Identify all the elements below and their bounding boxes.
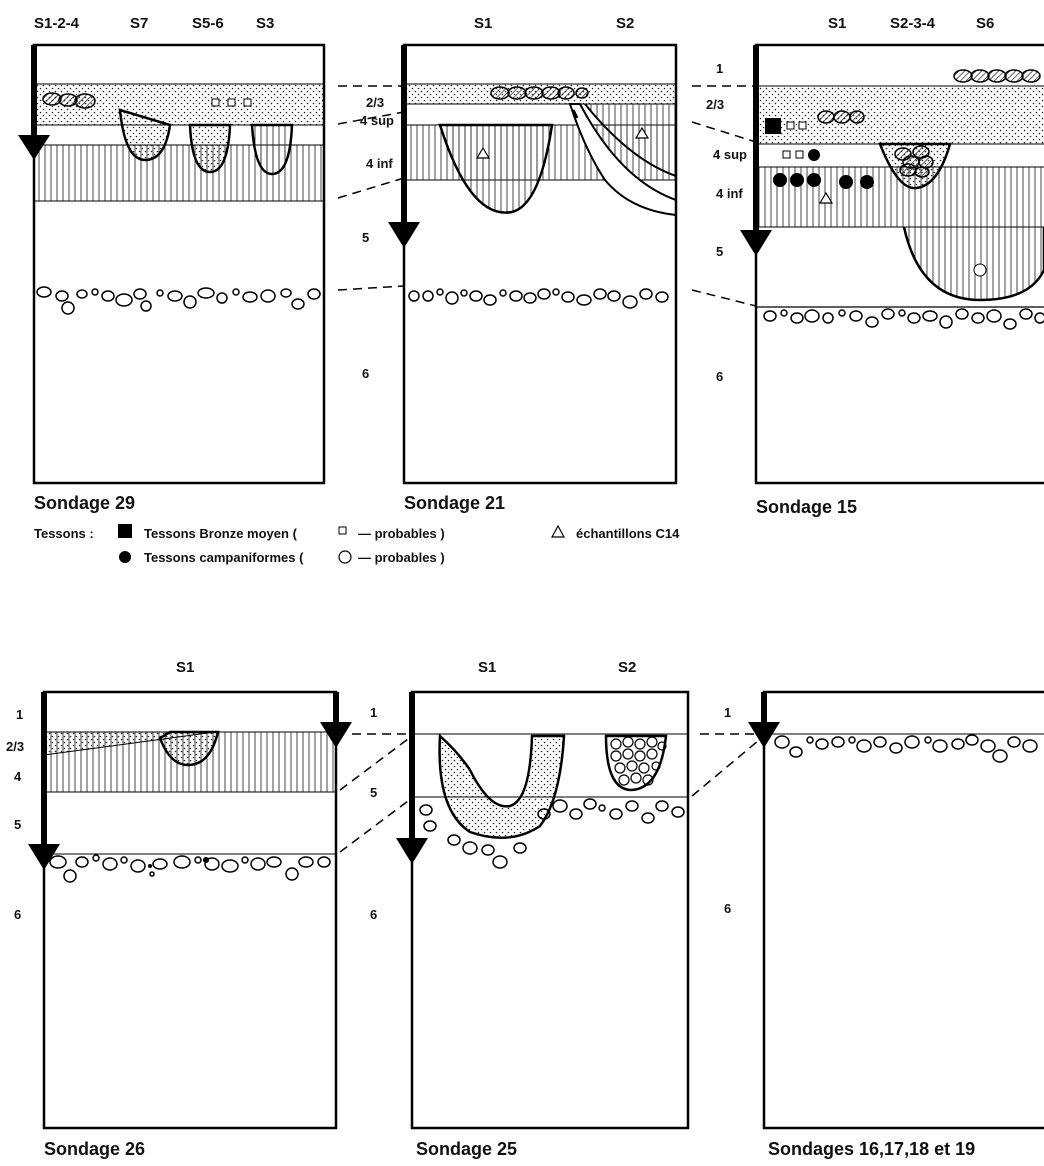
pit-s7 xyxy=(118,108,172,162)
down-arrow-icon xyxy=(18,135,50,160)
layer-label: 6 xyxy=(716,369,724,384)
gravel-layer xyxy=(49,854,331,883)
column-label: S2 xyxy=(618,659,637,676)
layer-label: 5 xyxy=(14,817,22,832)
bronze-sherd-marker xyxy=(765,118,781,134)
probable-bronze-marker xyxy=(211,98,220,107)
column-label: S5-6 xyxy=(192,15,224,32)
layer-label: 4 xyxy=(14,769,22,784)
bell-beaker-sherd-marker xyxy=(808,149,820,161)
column-label: S1 xyxy=(176,659,195,676)
pit-s1 xyxy=(158,730,220,767)
probable-bronze-marker xyxy=(243,98,252,107)
pit-s1 xyxy=(438,123,554,214)
pit-s1 xyxy=(438,733,566,839)
layer-label: 5 xyxy=(362,230,370,245)
pit-s3 xyxy=(250,123,294,176)
layer-label: 4 sup xyxy=(360,113,394,128)
layer-label: 2/3 xyxy=(366,95,385,110)
column-label: S1 xyxy=(474,15,493,32)
layer-label: 4 inf xyxy=(366,156,393,171)
hatched-sherd xyxy=(74,93,96,109)
gravel-layer xyxy=(763,308,1044,330)
down-arrow-icon xyxy=(396,838,428,864)
layer-label: 1 xyxy=(16,707,24,722)
hatched-sherd xyxy=(58,93,78,107)
probable-bronze-marker xyxy=(227,98,236,107)
column-label: S2-3-4 xyxy=(890,15,936,32)
sondage-29-caption: Sondage 29 xyxy=(34,493,136,513)
probable-bronze-legend-icon xyxy=(338,526,347,535)
pit-s6 xyxy=(902,226,1044,302)
gravel-layer xyxy=(36,286,321,315)
legend-campani-probables: — probables ) xyxy=(358,550,445,565)
legend-campani-label: Tessons campaniformes ( xyxy=(144,550,304,565)
bell-beaker-legend-icon xyxy=(119,551,131,563)
sondage-25-section xyxy=(396,690,690,1130)
c14-sample-marker xyxy=(475,146,491,159)
correlation-lines xyxy=(337,85,405,291)
legend-bronze-probables: — probables ) xyxy=(358,526,445,541)
layer-label: 6 xyxy=(370,907,378,922)
legend-prefix: Tessons : xyxy=(34,526,94,541)
down-arrow-icon xyxy=(320,722,352,748)
sondage-15-caption: Sondage 15 xyxy=(756,497,858,517)
layer-label: 1 xyxy=(716,61,724,76)
legend-c14-label: échantillons C14 xyxy=(576,526,680,541)
column-label: S2 xyxy=(616,15,635,32)
correlation-lines xyxy=(691,733,765,797)
pit-s2 xyxy=(584,103,677,177)
sondage-21-section xyxy=(388,43,678,485)
column-label: S1-2-4 xyxy=(34,15,80,32)
column-label: S7 xyxy=(130,15,149,32)
layer-label: 6 xyxy=(14,907,22,922)
sondage-25-caption: Sondage 25 xyxy=(416,1139,518,1159)
legend-symbols xyxy=(118,524,566,564)
sondages-16-19-section xyxy=(748,690,1044,1130)
layer-label: 1 xyxy=(370,705,378,720)
layer-label: 5 xyxy=(370,785,378,800)
correlation-lines xyxy=(691,85,757,307)
layer-label: 6 xyxy=(724,901,732,916)
c14-legend-icon xyxy=(550,524,566,538)
column-label: S3 xyxy=(256,15,275,32)
hatched-sherd xyxy=(42,92,62,106)
gravel-layer xyxy=(408,288,669,309)
layer-label: 5 xyxy=(716,244,724,259)
sondage-29-section xyxy=(18,43,326,485)
layer-label: 2/3 xyxy=(6,739,25,754)
down-arrow-icon xyxy=(388,222,420,248)
sondage-21-caption: Sondage 21 xyxy=(404,493,506,513)
gravel-layer xyxy=(419,798,685,869)
c14-sample-marker xyxy=(634,126,650,139)
layer-label: 4 sup xyxy=(713,147,747,162)
column-label: S1 xyxy=(828,15,847,32)
down-arrow-icon xyxy=(748,722,780,748)
probable-bell-beaker-legend-icon xyxy=(338,550,352,564)
layer-label: 1 xyxy=(724,705,732,720)
sondages-16-19-caption: Sondages 16,17,18 et 19 xyxy=(768,1139,976,1159)
column-label: S6 xyxy=(976,15,995,32)
layer-label: 4 inf xyxy=(716,186,743,201)
correlation-lines xyxy=(339,733,413,853)
gravel-layer xyxy=(774,734,1038,763)
bronze-legend-icon xyxy=(118,524,132,538)
layer-label: 6 xyxy=(362,366,370,381)
legend-bronze-label: Tessons Bronze moyen ( xyxy=(144,526,297,541)
down-arrow-icon xyxy=(28,844,60,870)
sondage-29-frame xyxy=(32,43,326,485)
sondage-26-caption: Sondage 26 xyxy=(44,1139,146,1159)
pit-s5-6 xyxy=(188,123,232,174)
sondage-26-section xyxy=(28,690,352,1130)
down-arrow-icon xyxy=(740,230,772,256)
layer-label: 2/3 xyxy=(706,97,725,112)
column-label: S1 xyxy=(478,659,497,676)
sondage-15-section xyxy=(740,43,1044,485)
